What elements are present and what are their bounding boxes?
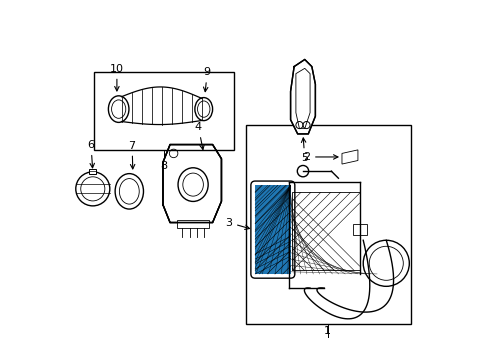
Text: 4: 4: [194, 122, 204, 149]
Text: 5: 5: [301, 138, 307, 163]
Text: 3: 3: [224, 217, 249, 229]
Bar: [246, 125, 410, 324]
Text: 2: 2: [303, 152, 337, 162]
Bar: [177, 220, 209, 228]
Polygon shape: [290, 59, 315, 134]
Bar: [255, 185, 290, 274]
Text: 6: 6: [87, 140, 94, 168]
Bar: [94, 72, 233, 150]
Bar: [352, 224, 366, 235]
Text: 10: 10: [110, 64, 123, 91]
Text: 9: 9: [203, 67, 210, 92]
Bar: [89, 168, 96, 174]
Text: 8: 8: [160, 161, 167, 171]
FancyBboxPatch shape: [250, 181, 294, 278]
Text: 1: 1: [324, 326, 330, 336]
Bar: [292, 192, 359, 270]
Text: 7: 7: [128, 141, 136, 169]
Polygon shape: [163, 145, 221, 222]
